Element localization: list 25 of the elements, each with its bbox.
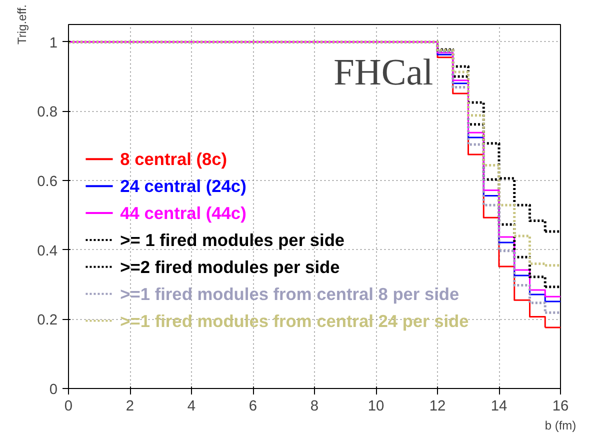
legend-label: 8 central (8c)	[120, 149, 228, 170]
legend-label: 24 central (24c)	[120, 176, 246, 196]
y-axis-title: Trig.eff.	[15, 4, 30, 45]
x-tick-label: 14	[490, 398, 508, 414]
y-tick-label: 1	[49, 35, 58, 52]
y-tick-label: 0.2	[37, 312, 58, 329]
x-tick-label: 4	[187, 398, 196, 414]
legend-label: >=1 fired modules from central 24 per side	[120, 310, 470, 331]
x-tick-label: 10	[368, 398, 384, 414]
y-tick-label: 0	[49, 382, 58, 398]
x-tick-label: 8	[310, 398, 319, 414]
legend-label: >= 1 fired modules per side	[120, 230, 345, 250]
legend-label: >=2 fired modules per side	[120, 256, 340, 277]
x-tick-label: 16	[552, 398, 569, 414]
x-axis-title: b (fm)	[544, 418, 576, 432]
legend-label: 44 central (44c)	[120, 203, 246, 224]
x-tick-label: 2	[126, 398, 134, 414]
y-tick-label: 0.6	[37, 174, 58, 190]
y-tick-label: 0.4	[37, 243, 58, 260]
text: FHCal	[334, 52, 434, 94]
legend-label: >=1 fired modules from central 8 per side	[120, 284, 460, 304]
x-tick-label: 6	[248, 398, 258, 414]
x-tick-label: 12	[429, 398, 446, 414]
y-tick-label: 0.8	[37, 104, 58, 121]
x-tick-label: 0	[64, 398, 73, 414]
